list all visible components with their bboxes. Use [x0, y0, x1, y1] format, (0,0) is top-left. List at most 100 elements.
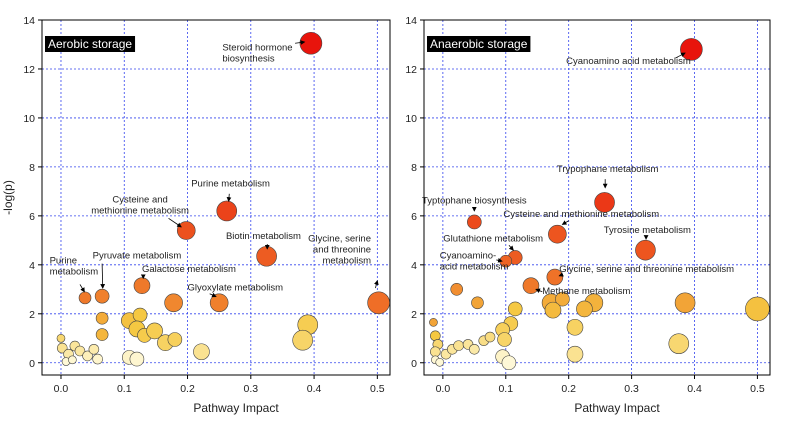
- pathway-bubble: [88, 343, 100, 355]
- pathway-label: Glutathione metabolism: [443, 234, 543, 245]
- pathway-bubble: [544, 301, 562, 319]
- annotation-arrow: [100, 263, 106, 289]
- pathway-label-line: and threonine: [313, 245, 371, 256]
- pathway-bubble: [95, 311, 109, 325]
- pathway-label-line: Cysteine and methionine metabolism: [503, 209, 659, 220]
- pathway-bubble: [299, 31, 323, 55]
- pathway-label: Trypophane metabolism: [557, 164, 659, 175]
- pathway-bubble: [507, 301, 523, 317]
- pathway-bubble: [92, 353, 103, 365]
- pathway-label-line: Typtophane biosynthesis: [422, 196, 527, 207]
- y-tick-label: 4: [411, 260, 417, 272]
- panel-title: Anaerobic storage: [427, 36, 531, 52]
- y-tick-label: 8: [29, 162, 35, 174]
- y-tick-label: 2: [29, 309, 35, 321]
- x-tick-label: 0.5: [370, 383, 385, 395]
- pathway-bubble: [216, 200, 238, 222]
- pathway-bubble: [555, 291, 570, 307]
- annotation-arrow: [496, 257, 503, 263]
- pathway-bubble: [256, 245, 277, 267]
- pathway-bubble: [133, 277, 151, 294]
- pathway-label-line: Trypophane metabolism: [557, 164, 659, 175]
- y-tick-label: 0: [29, 358, 35, 370]
- pathway-label-line: Cyanoamino acid metabolism: [566, 56, 691, 67]
- pathway-label: Tyrosine metabolism: [604, 225, 691, 236]
- pathway-bubble: [367, 291, 390, 315]
- annotation-arrow: [374, 279, 379, 289]
- aerobic-storage-panel: 0.0 0.1 0.2 0.3 0.4 0.5 0 2 4 6 8 10 12 14 Pathway Imp…: [1, 15, 391, 415]
- annotation-arrow: [226, 193, 232, 202]
- pathway-label-line: Glutathione metabolism: [443, 234, 543, 245]
- pathway-bubble: [292, 329, 313, 351]
- pathway-bubble: [674, 292, 696, 314]
- pathway-bubble: [56, 333, 66, 343]
- x-axis-title: Pathway Impact: [574, 401, 660, 415]
- pathway-bubble: [484, 331, 496, 343]
- pathway-label-line: Purine: [50, 256, 77, 267]
- x-tick-label: 0.4: [307, 383, 322, 395]
- plot-frame: [423, 19, 771, 376]
- pathway-label: Purine metabolism: [191, 178, 270, 189]
- pathway-bubble: [146, 322, 163, 340]
- pathway-label-line: Purine metabolism: [191, 178, 270, 189]
- plot-frame: [41, 19, 391, 376]
- pathway-label: Typtophane biosynthesis: [422, 196, 527, 207]
- panel-title-text: Anaerobic storage: [430, 37, 528, 51]
- pathway-bubble: [745, 296, 770, 322]
- annotation-arrow: [168, 217, 182, 228]
- panel-title-bg: [45, 36, 136, 52]
- annotation-arrow: [675, 52, 686, 59]
- x-tick-label: 0.0: [54, 383, 69, 395]
- y-tick-label: 6: [29, 211, 35, 223]
- panel-title: Aerobic storage: [45, 36, 136, 52]
- y-tick-label: 12: [23, 64, 35, 76]
- pathway-label: Glycine, serine and threonine metabolism: [308, 234, 371, 267]
- pathway-bubble: [594, 192, 615, 213]
- annotation-arrow: [295, 40, 306, 45]
- y-tick-label: 8: [411, 162, 417, 174]
- pathway-label: Cyanoamino acid metabolism: [566, 56, 691, 67]
- pathway-bubble: [566, 345, 584, 363]
- pathway-bubble: [78, 291, 92, 305]
- y-tick-label: 14: [405, 15, 417, 27]
- pathway-label: Cysteine and methionine metabolism: [91, 194, 189, 216]
- pathway-label: Purine metabolism: [50, 256, 99, 278]
- annotation-arrow: [561, 220, 569, 225]
- pathway-label-line: acid metabolism: [440, 262, 509, 273]
- panel-title-text: Aerobic storage: [48, 37, 132, 51]
- y-tick-label: 14: [23, 15, 35, 27]
- pathway-bubble: [164, 293, 183, 313]
- pathway-bubble: [467, 214, 482, 230]
- pathway-label-line: Steroid hormone: [222, 43, 292, 54]
- pathway-label-line: Pyruvate metabolism: [93, 251, 182, 262]
- pathway-label-line: Glycine, serine: [308, 234, 371, 245]
- pathway-bubble: [82, 350, 93, 362]
- pathway-bubble: [95, 328, 109, 341]
- y-tick-label: 10: [23, 113, 35, 125]
- pathway-bubble: [668, 333, 690, 354]
- pathway-label: Cysteine and methionine metabolism: [503, 209, 659, 220]
- pathway-label-line: Glyoxylate metabolism: [188, 283, 284, 294]
- x-tick-label: 0.2: [561, 383, 576, 395]
- pathway-bubble: [522, 277, 540, 294]
- panel-title-bg: [427, 36, 531, 52]
- pathway-bubble: [193, 343, 210, 361]
- y-tick-label: 10: [405, 113, 417, 125]
- pathway-label-line: Cyanoamino-: [440, 251, 497, 262]
- pathway-bubble: [176, 221, 196, 240]
- pathway-bubble: [635, 239, 656, 261]
- y-tick-label: 4: [29, 260, 35, 272]
- pathway-label-line: metabolism: [322, 256, 371, 267]
- anaerobic-storage-panel: 0.0 0.1 0.2 0.3 0.4 0.5 0 2 4 6 8 10 12 14 Pathway Imp…: [405, 15, 771, 415]
- annotation-arrow: [209, 292, 217, 298]
- pathway-label-line: Tyrosine metabolism: [604, 225, 691, 236]
- pathway-label: Glycine, serine and threonine metabolism: [559, 264, 734, 275]
- pathway-bubble: [129, 351, 145, 367]
- pathway-bubble: [94, 288, 110, 304]
- pathway-label-line: metabolism: [50, 267, 99, 278]
- annotation-arrow: [558, 272, 564, 277]
- pathway-label: Methane metabolism: [542, 286, 630, 297]
- pathway-label-line: methionine metabolism: [91, 205, 189, 216]
- pathway-bubble: [435, 357, 445, 367]
